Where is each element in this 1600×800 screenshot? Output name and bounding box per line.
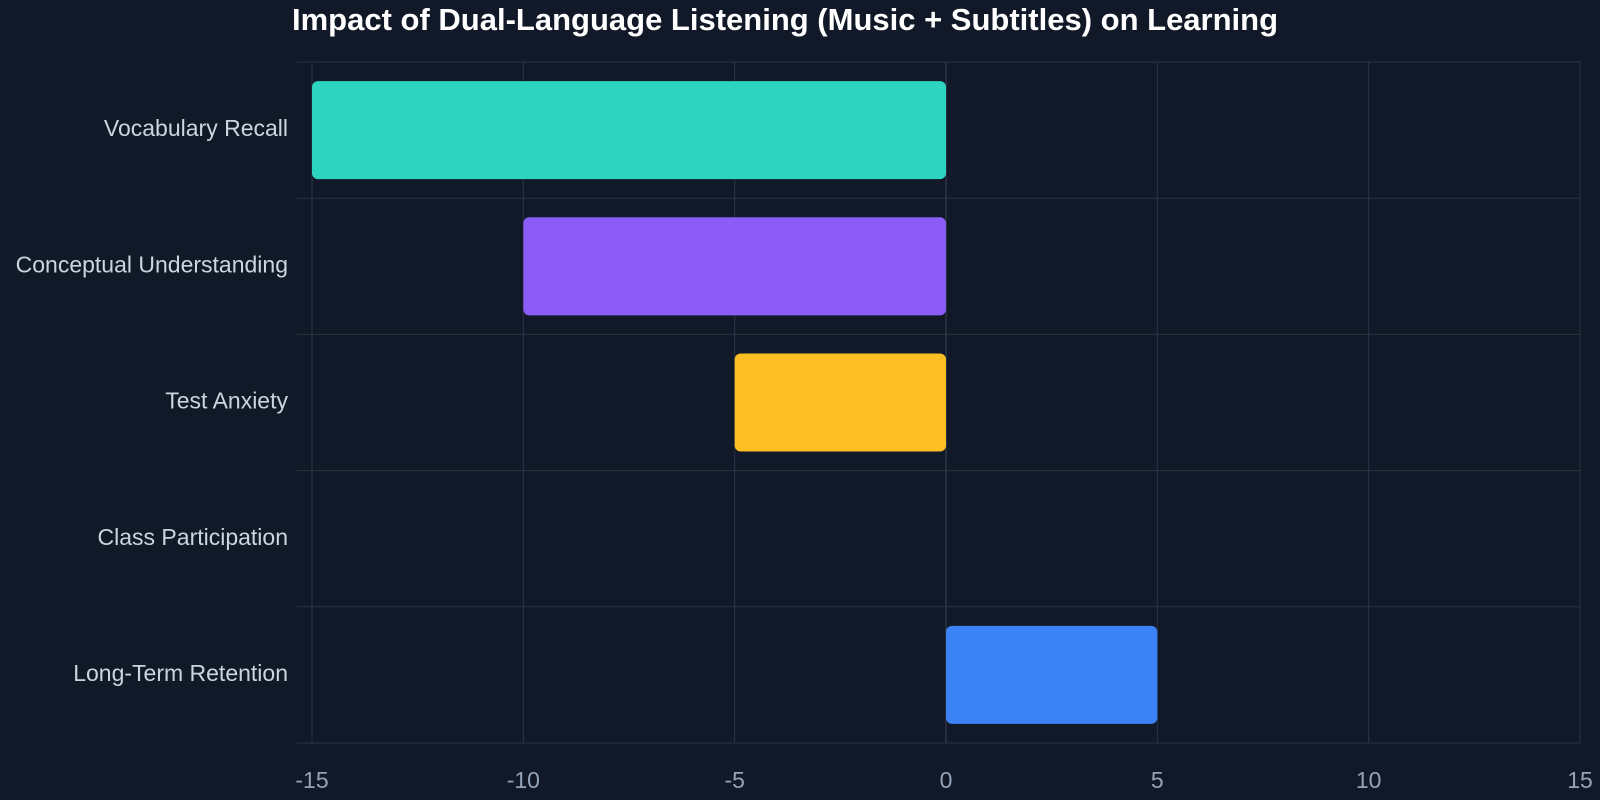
bar-long-term-retention (946, 625, 1158, 724)
category-label: Long-Term Retention (73, 660, 288, 686)
category-label: Class Participation (98, 524, 288, 550)
bar-test-anxiety (734, 353, 946, 452)
x-tick-label: -5 (724, 767, 744, 793)
x-tick-label: 10 (1356, 767, 1382, 793)
bar-conceptual-understanding (523, 217, 946, 316)
category-label: Test Anxiety (165, 388, 288, 414)
x-tick-label: 0 (940, 767, 953, 793)
chart-title: Impact of Dual-Language Listening (Music… (292, 2, 1279, 37)
x-tick-label: -10 (507, 767, 540, 793)
x-tick-label: 15 (1567, 767, 1593, 793)
category-labels: Vocabulary Recall Conceptual Understandin… (16, 115, 289, 686)
category-label: Vocabulary Recall (104, 115, 288, 141)
bar-vocabulary-recall (312, 81, 946, 180)
x-axis-ticks: -15 -10 -5 0 5 10 15 (295, 767, 1592, 793)
category-label: Conceptual Understanding (16, 251, 288, 277)
x-tick-label: 5 (1151, 767, 1164, 793)
x-tick-label: -15 (295, 767, 328, 793)
bars (312, 81, 1158, 724)
